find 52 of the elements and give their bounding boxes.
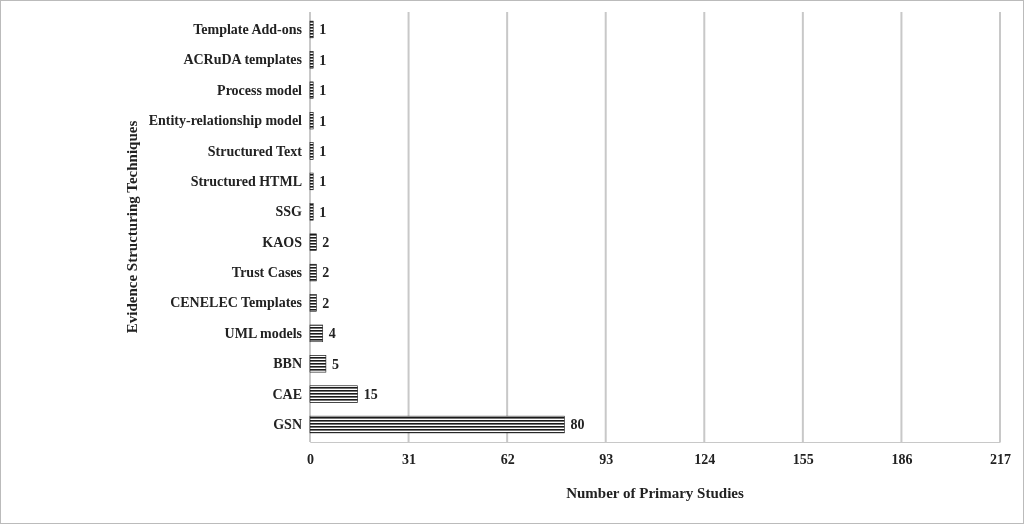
data-label: 2	[322, 295, 330, 311]
x-tick-label: 155	[792, 451, 814, 467]
x-tick-label: 124	[694, 451, 716, 467]
bar	[309, 20, 314, 39]
data-label: 1	[319, 113, 327, 129]
x-tick-label: 186	[891, 451, 913, 467]
x-tick-label: 62	[500, 451, 515, 467]
x-tick-label: 0	[307, 451, 314, 467]
y-tick-label: BBN	[273, 356, 302, 372]
data-label: 5	[331, 356, 339, 372]
bar	[309, 263, 317, 282]
data-label: 1	[319, 204, 327, 220]
x-tick-label: 93	[599, 451, 614, 467]
data-label: 4	[328, 326, 336, 342]
y-tick-label: Structured HTML	[190, 173, 302, 189]
y-tick-label: Trust Cases	[231, 265, 303, 281]
data-label: 2	[322, 235, 330, 251]
data-label: 1	[319, 52, 327, 68]
y-tick-label: CENELEC Templates	[170, 295, 303, 311]
y-tick-label: Entity-relationship model	[148, 113, 303, 129]
bar	[309, 415, 565, 434]
bar	[309, 385, 358, 403]
y-tick-label: UML models	[224, 325, 303, 341]
data-label: 1	[319, 22, 327, 38]
bar	[309, 355, 327, 373]
bar	[309, 111, 314, 130]
y-tick-label: Structured Text	[207, 143, 303, 159]
bar	[309, 51, 314, 69]
data-label: 1	[319, 143, 327, 159]
y-tick-label: GSN	[273, 417, 302, 433]
y-tick-label: SSG	[275, 204, 303, 220]
y-tick-label: Template Add-ons	[193, 21, 303, 37]
bar	[309, 172, 314, 191]
data-label: 1	[319, 83, 327, 99]
bar	[309, 203, 314, 221]
y-tick-label: ACRuDA templates	[183, 52, 303, 68]
data-label: 2	[322, 265, 330, 281]
x-axis-title: Number of Primary Studies	[566, 485, 744, 501]
bar	[309, 324, 324, 343]
bar	[309, 81, 314, 99]
y-tick-label: CAE	[272, 386, 302, 402]
x-tick-label: 31	[402, 451, 417, 467]
data-label: 80	[570, 417, 585, 433]
bar	[309, 142, 314, 160]
y-tick-label: KAOS	[262, 234, 303, 250]
data-label: 15	[363, 387, 378, 403]
y-axis-title: Evidence Structuring Techniques	[123, 120, 140, 334]
data-label: 1	[319, 174, 327, 190]
y-tick-label: Process model	[217, 82, 303, 98]
bar	[309, 294, 317, 312]
bar	[309, 233, 317, 251]
x-tick-label: 217	[990, 451, 1011, 467]
